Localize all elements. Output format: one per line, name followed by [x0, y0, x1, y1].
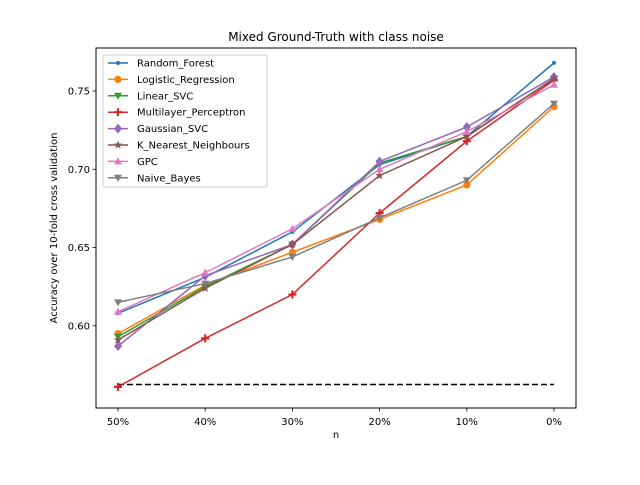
plot-frame — [95, 47, 577, 409]
legend-marker — [114, 75, 122, 83]
y-tick-label: 0.65 — [68, 243, 90, 254]
x-tick-label: 0% — [546, 417, 562, 428]
data-point — [288, 224, 297, 232]
y-tick-label: 0.75 — [68, 87, 90, 98]
legend-item-K_Nearest_Neighbours: K_Nearest_Neighbours — [108, 140, 250, 152]
series-line — [117, 77, 555, 341]
data-point — [201, 268, 210, 276]
legend-item-Logistic_Regression: Logistic_Regression — [108, 75, 235, 86]
x-tick-label: 40% — [194, 417, 216, 428]
legend-label: Logistic_Regression — [137, 75, 235, 86]
data-point — [375, 171, 384, 180]
legend-marker — [116, 61, 120, 65]
data-point — [463, 181, 471, 189]
legend-marker — [114, 108, 122, 117]
x-tick-label: 10% — [456, 417, 478, 428]
legend-label: K_Nearest_Neighbours — [137, 141, 250, 152]
series-line — [117, 106, 555, 335]
data-point — [550, 100, 558, 108]
legend: Random_Forest Logistic_Regression Linear_S… — [102, 54, 268, 188]
data-point — [462, 177, 471, 185]
data-point — [462, 137, 471, 146]
data-point — [200, 283, 210, 292]
data-point — [462, 122, 471, 133]
data-point — [288, 253, 297, 261]
legend-frame — [102, 54, 268, 188]
plot-area — [113, 60, 559, 391]
legend-item-Gaussian_SVC: Gaussian_SVC — [108, 123, 208, 135]
series-K_Nearest_Neighbours — [113, 74, 559, 344]
data-point — [549, 74, 559, 83]
y-axis: 0.60 0.65 0.70 0.75 — [68, 87, 96, 332]
data-point — [288, 239, 297, 249]
data-point — [114, 299, 122, 307]
data-point — [462, 127, 471, 135]
data-point — [201, 334, 210, 343]
legend-item-Linear_SVC: Linear_SVC — [108, 91, 193, 102]
legend-marker — [114, 157, 122, 165]
chart-title: Mixed Ground-Truth with class noise — [228, 30, 444, 44]
legend-marker — [114, 174, 122, 182]
x-axis-label: n — [333, 430, 339, 441]
y-tick-label: 0.70 — [68, 165, 90, 176]
data-point — [201, 280, 210, 288]
y-tick-label: 0.60 — [68, 321, 90, 332]
series-GPC — [114, 80, 558, 315]
legend-marker — [114, 123, 122, 134]
data-point — [114, 382, 122, 391]
data-point — [375, 214, 384, 222]
legend-marker — [114, 92, 122, 100]
legend-item-Multilayer_Perceptron: Multilayer_Perceptron — [108, 108, 246, 119]
legend-item-GPC: GPC — [108, 157, 158, 168]
x-tick-label: 20% — [368, 417, 390, 428]
legend-label: Linear_SVC — [137, 91, 193, 102]
legend-label: Multilayer_Perceptron — [137, 108, 246, 119]
legend-marker — [113, 140, 123, 149]
series-line — [117, 79, 555, 388]
legend-label: Random_Forest — [137, 59, 214, 70]
x-tick-label: 50% — [107, 417, 129, 428]
data-point — [114, 307, 122, 315]
series-line — [117, 84, 555, 313]
series-line — [117, 103, 555, 304]
data-point — [552, 60, 556, 65]
series-line — [117, 76, 555, 347]
data-point — [375, 165, 384, 173]
legend-label: Naive_Bayes — [137, 173, 201, 184]
data-point — [462, 131, 472, 141]
data-point — [288, 290, 297, 299]
data-point — [550, 80, 558, 88]
legend-item-Naive_Bayes: Naive_Bayes — [108, 173, 201, 184]
legend-label: Gaussian_SVC — [137, 124, 208, 135]
data-point — [114, 341, 122, 352]
y-axis-label: Accuracy over 10-fold cross validation — [49, 133, 60, 324]
legend-item-Random_Forest: Random_Forest — [108, 59, 214, 70]
data-point — [113, 335, 123, 344]
data-point — [375, 156, 384, 167]
legend-label: GPC — [137, 157, 158, 168]
x-axis: 50% 40% 30% 20% 10% 0% — [107, 408, 562, 428]
x-tick-label: 30% — [281, 417, 303, 428]
series-Naive_Bayes — [114, 100, 558, 307]
